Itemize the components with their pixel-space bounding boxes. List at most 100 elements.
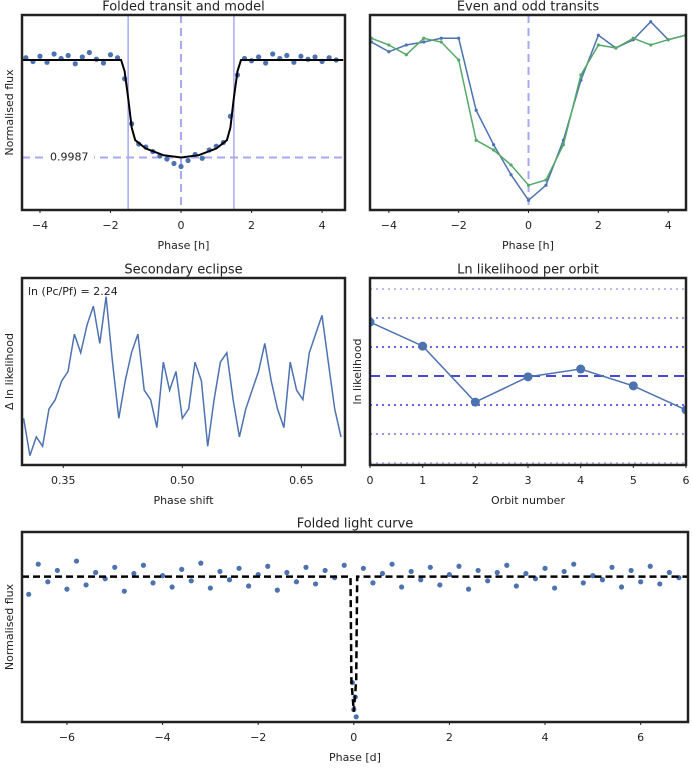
x-tick-label: −4 [154,731,170,744]
data-point [379,570,386,577]
data-point [353,714,359,720]
data-point [576,364,586,374]
data-point [580,580,586,586]
data-point [456,563,462,569]
annotation: ln (Pc/Pf) = 2.24 [28,285,118,298]
panel-frame [20,13,347,212]
series-line [22,575,688,712]
data-point [265,563,271,569]
panel-title: Ln likelihood per orbit [457,263,599,278]
panel-title: Secondary eclipse [124,263,242,278]
series-line [370,321,686,411]
data-point [236,565,242,571]
data-point [298,53,304,59]
data-point [83,582,89,588]
x-tick-label: 0 [178,219,185,232]
data-point [422,40,426,44]
data-point [492,143,496,147]
data-point [649,43,653,47]
data-point [596,33,600,37]
x-tick-label: 0 [525,219,532,232]
data-point [188,578,194,584]
data-point [341,562,347,568]
data-point [571,561,577,567]
data-point [628,567,634,574]
data-point [303,564,309,570]
data-point [169,584,175,590]
data-point [526,183,531,187]
x-tick-label: −2 [451,219,467,232]
x-tick-label: 4 [319,219,326,232]
data-point [422,36,426,40]
x-tick-label: 0.50 [170,474,195,487]
data-point [666,38,670,42]
data-point [185,157,191,164]
data-point [526,198,531,202]
data-point [666,569,672,576]
data-point [178,163,184,170]
data-point [246,583,252,589]
data-point [657,581,663,587]
data-point [494,569,500,576]
data-point [446,571,453,578]
data-point [217,568,223,575]
panel-frame [368,276,688,467]
data-point [73,558,80,564]
data-point [263,60,269,66]
data-point [542,565,548,571]
data-point [513,583,519,589]
data-point [504,562,510,568]
data-point [439,36,443,40]
data-point [284,569,290,576]
data-point [207,585,213,591]
x-tick-label: 6 [683,474,690,487]
data-point [51,51,57,57]
data-point [140,562,147,568]
data-point [112,564,118,570]
panel-frame [20,276,347,467]
data-point [465,586,472,592]
data-point [284,52,290,59]
data-point [404,53,408,57]
data-point [150,580,156,586]
panel-title: Folded transit and model [102,0,265,15]
data-point [312,54,318,60]
data-point [312,581,319,587]
data-point [293,579,300,585]
x-tick-label: −2 [250,731,266,744]
data-point [45,579,51,585]
data-point [579,73,583,77]
x-tick-label: −2 [102,219,118,232]
data-point [100,60,107,66]
data-point [596,43,600,47]
x-axis-label: Phase [h] [158,239,210,252]
y-axis-label: Normalised flux [3,583,16,670]
data-point [404,43,408,47]
data-point [631,36,635,40]
data-point [509,173,513,177]
data-point [387,43,391,47]
data-point [523,570,529,577]
x-tick-label: 6 [637,731,644,744]
x-tick-label: 0.35 [51,474,76,487]
data-point [54,567,60,574]
data-point [439,40,443,44]
x-tick-label: 0 [367,474,374,487]
data-point [492,148,496,152]
data-point [270,51,276,57]
data-point [561,568,567,575]
depth-label-bg [46,149,94,166]
data-point [64,586,70,592]
data-point [649,20,653,24]
data-point [474,138,478,142]
data-point [638,579,644,585]
x-axis-label: Phase [d] [329,751,381,764]
panel-title: Even and odd transits [457,0,600,15]
data-point [509,163,513,167]
data-point [399,584,405,590]
panel-title: Folded light curve [297,517,414,532]
x-tick-label: 1 [419,474,426,487]
data-point [37,53,43,59]
x-tick-label: 4 [665,219,672,232]
